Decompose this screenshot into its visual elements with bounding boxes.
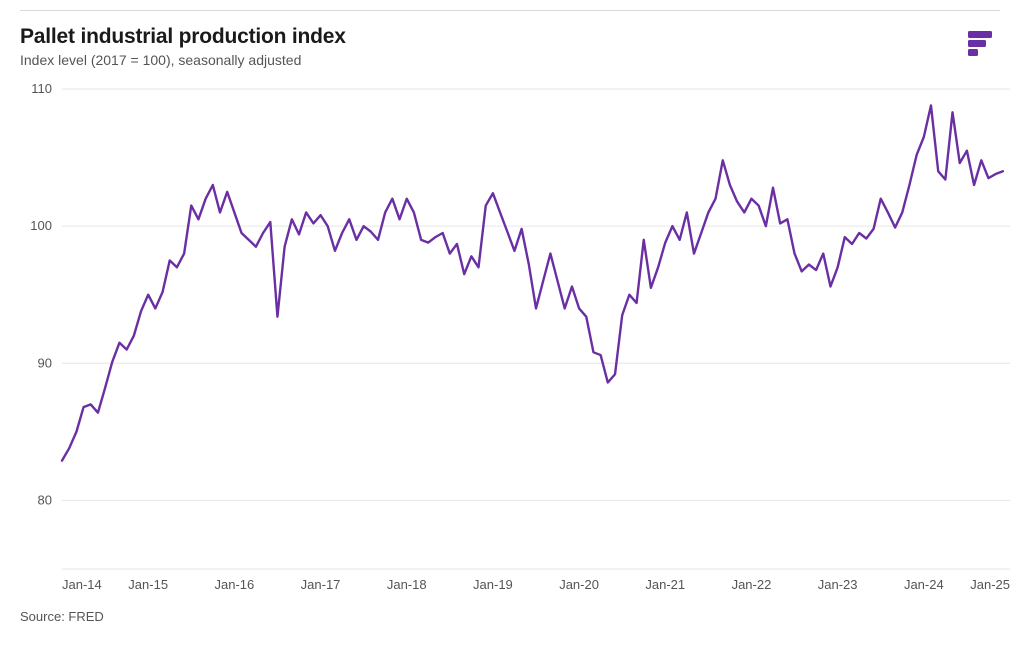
source-label: Source: FRED (20, 609, 1000, 624)
chart-plot-area: 80 90 100 110 Jan-14 Jan-15 Jan-16 Jan-17 Jan-18… (20, 79, 1020, 599)
freightwaves-f-icon (966, 29, 994, 57)
x-tick-label: Jan-20 (559, 577, 599, 592)
x-tick-label: Jan-18 (387, 577, 427, 592)
y-tick-label: 90 (38, 355, 52, 370)
y-tick-label: 110 (31, 81, 52, 96)
chart-title: Pallet industrial production index (20, 25, 1000, 48)
x-tick-label: Jan-15 (128, 577, 168, 592)
x-tick-label: Jan-16 (214, 577, 254, 592)
x-tick-label: Jan-14 (62, 577, 102, 592)
x-tick-label: Jan-25 (970, 577, 1010, 592)
header: Pallet industrial production index Index… (20, 25, 1000, 73)
x-tick-label: Jan-23 (818, 577, 858, 592)
x-tick-label: Jan-22 (732, 577, 772, 592)
y-tick-label: 80 (38, 492, 52, 507)
chart-container: Pallet industrial production index Index… (10, 0, 1010, 634)
x-tick-label: Jan-17 (301, 577, 341, 592)
x-tick-label: Jan-19 (473, 577, 513, 592)
top-rule (20, 10, 1000, 11)
x-tick-label: Jan-21 (645, 577, 685, 592)
y-tick-label: 100 (30, 218, 52, 233)
chart-subtitle: Index level (2017 = 100), seasonally adj… (20, 52, 1000, 68)
x-tick-label: Jan-24 (904, 577, 944, 592)
